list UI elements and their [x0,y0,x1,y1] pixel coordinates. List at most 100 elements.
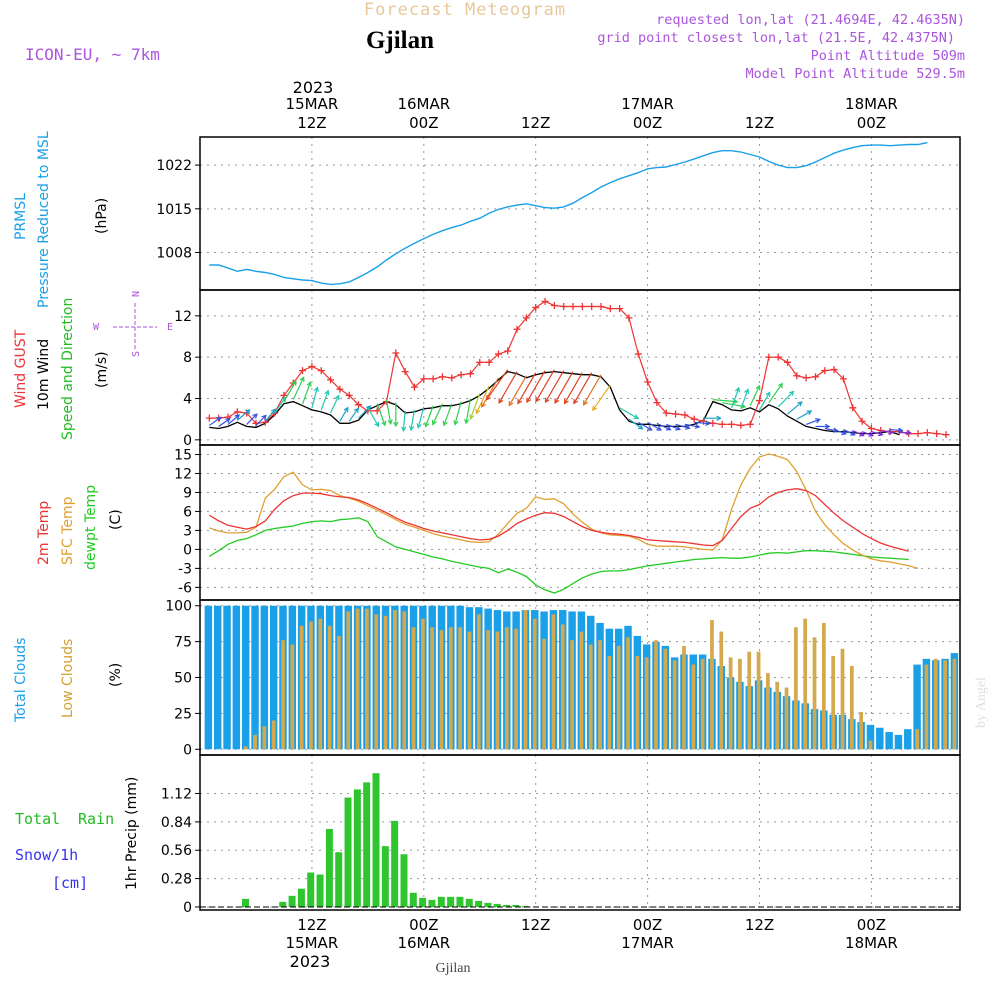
top-hour-label-2: 12Z [521,114,550,132]
wind-arrow-shaft [871,431,883,436]
gust-marker [774,353,782,361]
frame-0 [199,136,961,291]
gust-marker [261,418,269,426]
top-hour-label-0: 12Z [297,114,326,132]
low-cloud-bar [346,611,351,750]
rain-bar [409,892,417,907]
wind-arrow-head [898,427,904,433]
top-hour-label-3: 00Z [633,114,662,132]
low-cloud-bar [476,614,481,750]
gust-marker [550,302,558,309]
wind-arrow-shaft [666,423,681,430]
rain-bar [400,854,408,907]
gust-marker [569,303,577,311]
wind-arrow-shaft [486,369,509,401]
model-point-altitude: Model Point Altitude 529.5m [746,66,965,82]
gust-marker [765,353,773,361]
wind-arrow-head [299,376,305,382]
rain-bar [521,905,529,907]
gust-marker [849,404,857,412]
gust-marker [345,391,353,399]
bottom-hour-label-4: 12Z [745,916,774,934]
wind-arrow-shaft [787,401,803,415]
gust-marker [476,358,484,366]
low-cloud-bar [710,620,714,750]
low-cloud-bar [635,655,640,750]
wind-arrow-head [216,416,222,422]
wind-arrow-head [765,391,771,397]
low-cloud-bar [672,660,677,750]
rain-bar [437,896,445,907]
gust-marker [802,374,810,382]
low-cloud-bar [682,645,686,750]
wind-arrow-head [508,400,514,407]
wind-arrow-head [906,429,912,436]
wind-arrow-head [424,421,430,428]
rain-bar [428,899,436,907]
gust-marker [942,431,950,439]
wind-arrow-shaft [508,375,527,406]
wind-arrow-shaft [564,372,583,404]
gust-line [209,300,947,436]
wind-arrow-head [252,413,258,419]
ytick-label-2-4: 6 [183,504,192,520]
wind-arrow-head [563,398,569,405]
low-cloud-bar [504,627,509,750]
gust-marker [625,314,633,322]
wind-arrow-head [485,395,491,401]
wind-arrow-shaft [311,387,318,409]
wind-arrow-head [878,431,884,437]
wind-arrow-shaft [740,389,749,410]
prmsl-label: PRMSL [13,193,29,240]
low-cloud-bar [626,637,630,750]
gust-marker [606,305,614,313]
wind-arrow-head [381,420,387,427]
pct-unit-label: (%) [108,663,124,687]
total-cloud-bar [251,605,259,750]
wind-arrow-shaft [796,410,812,420]
total-cloud-bar [894,734,903,750]
wind-arrow-shaft [320,390,329,411]
low-cloud-bar [821,622,826,750]
gust-marker [709,419,717,427]
bottom-hour-label-3: 00Z [633,916,662,934]
wind-arrow-head [234,414,241,420]
total-cloud-bar [223,605,231,750]
total-cloud-bar [241,605,250,750]
wind-arrow-shaft [517,372,537,404]
rain-bar [353,789,361,907]
top-year-label: 2023 [293,78,334,97]
grid-point-coords: grid point closest lon,lat (21.5E, 42.43… [597,30,955,46]
total-cloud-bar [876,727,884,750]
top-day-label-0: 15MAR [286,95,339,113]
wind-arrow-shaft [376,403,386,426]
rain-bar [493,903,501,907]
low-cloud-bar [243,746,248,750]
ytick-label-1-1: 4 [183,392,192,408]
rain-bar [344,797,352,907]
bottom-day-label-0: 15MAR [286,934,339,952]
low-cloud-bar [430,627,435,750]
gust-marker [355,401,363,409]
wind-arrow-shaft [694,421,710,425]
gust-marker [504,347,512,355]
low-cloud-bar [831,655,836,750]
wind-arrow-shaft [367,407,379,427]
ytick-label-4-3: 0.84 [161,815,192,831]
ytick-label-0-1: 1015 [156,202,192,218]
wind-arrow-shaft [805,418,820,425]
wind-arrow-head [324,389,330,396]
rain-bar [381,846,389,907]
sfc-temp-line [209,453,919,570]
rain-bar [419,897,427,907]
low-cloud-bar [616,645,621,750]
wind-arrow-head [859,431,865,437]
low-cloud-bar [775,681,780,750]
wind-gust-label: Wind GUST [13,329,29,408]
c-unit-label: (C) [108,509,124,530]
top-hour-label-4: 12Z [745,114,774,132]
cm-label: [cm] [52,874,88,892]
wind-arrow-shaft [443,403,453,426]
gust-marker [457,371,465,379]
gust-marker [634,350,642,358]
